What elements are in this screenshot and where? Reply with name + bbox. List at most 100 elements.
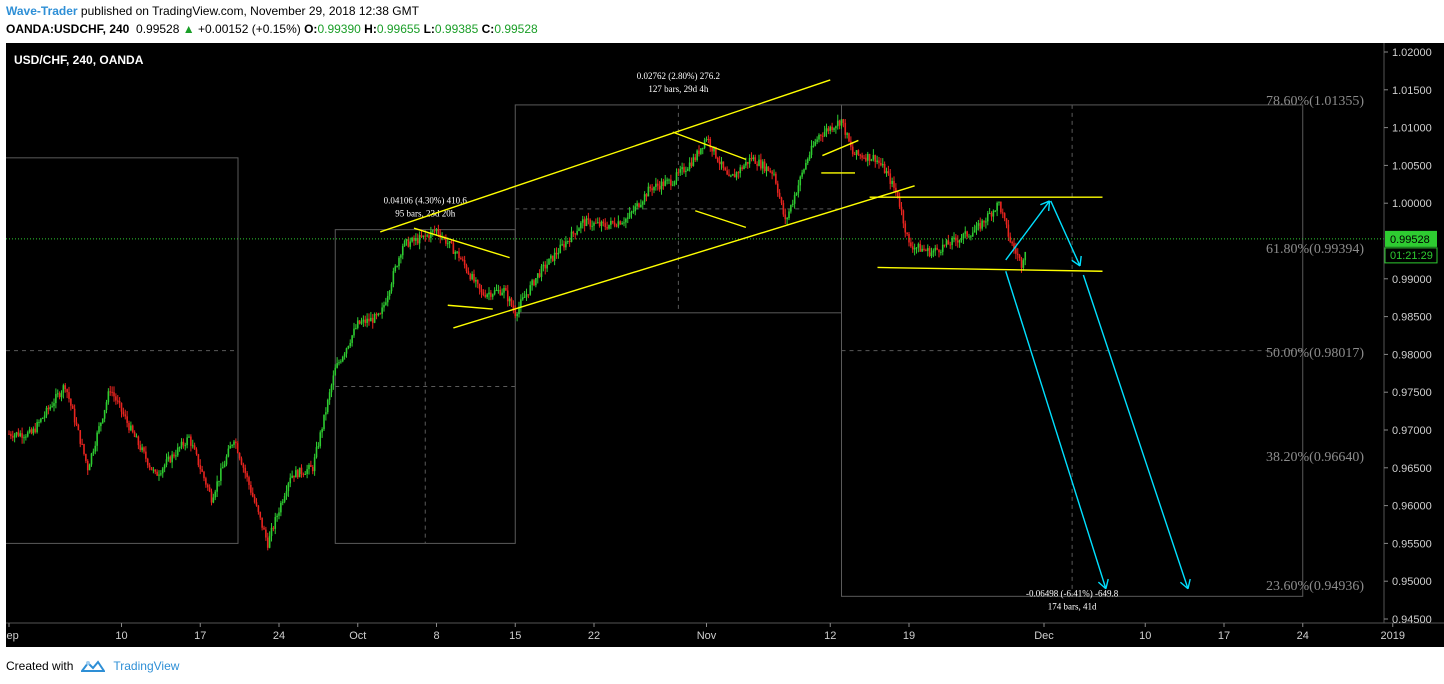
candle-down [437,229,440,234]
candle-down [598,222,601,226]
candle-down [943,244,946,246]
candle-down [604,223,607,228]
candle-up [960,238,963,241]
candle-down [236,443,239,454]
time-axis[interactable]: Sep 10 17 24 Oct 8 15 22 Nov 12 19 Dec 10 17 24 2019 [6,623,1405,642]
fib-level-label: 61.80%(0.99394) [1266,242,1364,257]
candle-up [581,219,584,223]
channel-upper-line [380,79,831,233]
candle-down [424,235,427,237]
candle-down [310,464,312,467]
candle-down [724,167,727,171]
candle-down [848,133,850,142]
candle-down [827,128,830,131]
candle-down [154,469,157,472]
candle-up [103,410,106,419]
candle-up [409,241,412,247]
candle-down [760,159,762,169]
publisher-link[interactable]: Wave-Trader [6,4,78,18]
candle-up [289,477,292,484]
projection-arrow-up [1005,200,1051,261]
candle-down [662,181,665,186]
candle-down [853,154,856,156]
candle-up [130,425,132,431]
projection-arrow-up-head [1047,200,1051,211]
candle-up [308,464,310,470]
candle-up [641,201,644,205]
candle-down [895,187,897,192]
candle-up [497,289,500,291]
candle-up [970,236,972,238]
candle-up [553,252,556,261]
candle-down [64,385,67,390]
candle-up [41,417,44,419]
candle-up [398,257,400,267]
candle-down [887,171,890,174]
candle-down [874,155,877,162]
candle-up [441,237,443,239]
candle-down [505,287,507,291]
candle-up [833,128,835,131]
chart-svg[interactable]: 0.04106 (4.30%) 410.6 95 bars, 23d 20h 0.0… [6,43,1444,647]
candle-up [349,342,352,346]
candle-up [973,230,976,233]
candle-down [638,203,640,208]
candle-down [754,157,757,164]
candle-down [938,249,940,253]
candle-up [343,353,346,357]
candle-up [971,232,974,237]
price-axis[interactable]: 1.02000 1.01500 1.01000 1.00500 1.00000 0.990… [1384,47,1438,626]
candle-down [776,183,779,193]
candle-down [416,237,419,244]
candle-down [467,271,470,275]
open-label: O: [304,22,318,36]
time-tick-label: 12 [824,630,836,642]
candle-down [300,467,303,475]
time-tick-label: Sep [6,630,19,642]
candle-up [287,483,290,492]
candle-up [304,474,307,476]
candle-down [983,220,985,223]
candle-down [73,408,76,423]
candle-up [158,474,160,476]
candle-up [977,223,980,226]
tradingview-logo-icon[interactable] [81,659,106,673]
candle-down [364,319,367,323]
candle-down [778,192,781,198]
candle-up [535,278,537,286]
candle-up [692,157,695,166]
candle-down [512,305,515,310]
candle-up [493,290,496,295]
candle-up [40,418,42,422]
candle-down [34,428,37,433]
candle-up [790,204,792,212]
candle-up [550,255,552,259]
candle-up [53,403,55,407]
candle-up [801,172,803,177]
candle-up [448,241,451,244]
price-tick-label: 0.97500 [1392,387,1432,399]
candle-down [148,465,151,468]
candle-up [548,258,550,265]
price-chart[interactable]: 0.04106 (4.30%) 410.6 95 bars, 23d 20h 0.0… [6,43,1444,647]
candle-up [566,240,569,242]
candle-up [816,139,818,142]
candle-up [531,280,533,286]
candle-up [491,294,494,297]
candle-up [1024,251,1027,261]
candle-down [473,273,475,282]
flag-upper-line [672,131,747,161]
candle-up [186,437,188,446]
tradingview-link[interactable]: TradingView [113,659,180,673]
candle-up [810,145,813,156]
candle-down [602,221,605,224]
candle-up [435,229,438,231]
candle-down [251,492,254,497]
candle-up [32,428,35,434]
candle-down [572,231,575,234]
candle-up [268,535,271,548]
candle-up [998,201,1000,203]
candle-up [525,294,528,297]
candle-up [152,469,155,471]
countdown-marker [1384,247,1438,264]
